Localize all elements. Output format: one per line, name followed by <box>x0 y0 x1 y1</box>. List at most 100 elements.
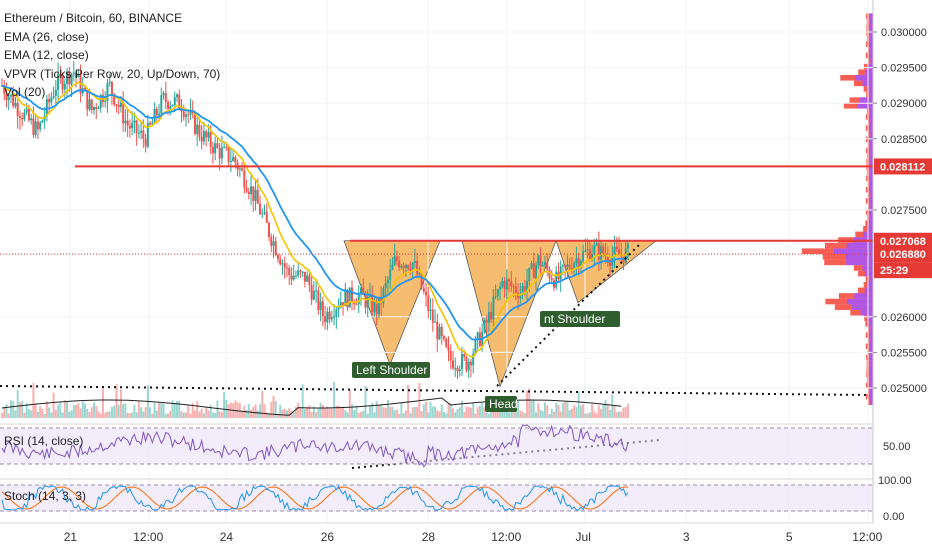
candle-body <box>288 267 291 275</box>
x-tick-label-8: 5 <box>786 530 793 544</box>
candle-body <box>539 255 542 267</box>
volume-bar <box>45 401 48 418</box>
candle-body <box>140 130 143 133</box>
volume-bar <box>330 408 333 418</box>
volume-bar <box>7 413 10 418</box>
volume-bar <box>182 412 185 418</box>
volume-bar <box>48 407 51 418</box>
volume-bar <box>167 413 170 418</box>
vpvr-row-up <box>869 186 873 193</box>
rsi-label[interactable]: RSI (14, close) <box>4 434 84 448</box>
candle-body <box>351 287 354 303</box>
vpvr-row-up <box>845 253 873 260</box>
candle-body <box>407 265 410 269</box>
volume-bar <box>270 401 273 418</box>
vpvr-row-up <box>869 276 873 282</box>
volume-bar <box>301 384 304 418</box>
vpvr-row-up <box>870 192 873 199</box>
vpvr-row-up <box>869 136 873 143</box>
x-tick-label-1: 12:00 <box>133 530 163 544</box>
volume-bar <box>528 388 531 418</box>
chart-title[interactable]: Ethereum / Bitcoin, 60, BINANCE <box>4 11 183 25</box>
candle-body <box>153 108 156 123</box>
vpvr-row-up <box>869 108 873 115</box>
candle-body <box>70 73 73 85</box>
volume-bar <box>18 402 21 418</box>
candle-body <box>232 157 235 162</box>
candle-body <box>88 99 91 110</box>
candle-body <box>597 243 600 260</box>
volume-bar <box>559 411 562 418</box>
candle-body <box>434 321 437 323</box>
x-tick-label-7: 3 <box>683 530 690 544</box>
legend-vpvr[interactable]: VPVR (Ticks Per Row, 20, Up/Down, 70) <box>4 66 221 81</box>
vpvr-row-up <box>846 298 873 305</box>
candle-body <box>263 212 266 214</box>
vpvr-row-up <box>868 315 873 322</box>
candle-body <box>467 361 470 371</box>
volume-bar <box>126 412 129 418</box>
stoch-label[interactable]: Stoch (14, 3, 3) <box>4 489 87 503</box>
candle-body <box>223 146 226 148</box>
volume-bar <box>223 392 226 418</box>
legend-ema-12[interactable]: EMA (12, close) <box>4 48 89 62</box>
volume-bar <box>99 413 102 418</box>
candle-body <box>261 213 264 215</box>
candle-body <box>59 74 62 77</box>
volume-bar <box>268 413 271 418</box>
volume-bar <box>368 405 371 418</box>
candle-body <box>373 301 376 312</box>
candle-body <box>543 262 546 266</box>
candle-body <box>344 290 347 307</box>
volume-bar <box>5 404 8 418</box>
candle-body <box>510 281 513 287</box>
volume-bar <box>627 404 629 418</box>
candle-body <box>447 346 450 352</box>
volume-bar <box>339 407 342 418</box>
vpvr-row-up <box>869 24 873 31</box>
volume-bar <box>353 410 356 418</box>
candle-body <box>627 244 629 249</box>
volume-bar <box>187 405 190 418</box>
candle-body <box>167 101 170 109</box>
volume-bar <box>391 407 394 418</box>
candle-body <box>339 302 342 308</box>
volume-bar <box>54 409 57 418</box>
volume-bar <box>398 413 401 418</box>
legend-vol[interactable]: Vol (20) <box>4 85 46 99</box>
vpvr-row-up <box>869 52 873 59</box>
vpvr-row-up <box>869 214 873 221</box>
candle-body <box>326 311 329 323</box>
candle-body <box>27 108 30 121</box>
volume-bar <box>624 407 627 418</box>
candle-body <box>178 94 181 109</box>
volume-bar <box>88 412 91 418</box>
volume-bar <box>238 403 241 418</box>
candle-body <box>528 267 531 282</box>
candle-body <box>456 368 459 372</box>
volume-bar <box>142 411 145 418</box>
volume-bar <box>355 405 358 418</box>
candle-body <box>187 114 190 116</box>
price-tag-resistance: 0.028112 <box>880 161 925 173</box>
volume-bar <box>218 411 221 418</box>
candle-body <box>550 278 553 281</box>
candle-body <box>445 338 448 347</box>
volume-bar <box>149 407 152 418</box>
candle-body <box>492 297 495 320</box>
candle-body <box>366 296 369 308</box>
volume-bar <box>9 400 12 418</box>
candle-body <box>615 246 618 250</box>
legend-ema-26[interactable]: EMA (26, close) <box>4 29 89 44</box>
volume-bar <box>164 413 167 418</box>
volume-bar <box>548 413 551 418</box>
volume-bar <box>308 405 311 418</box>
volume-bar <box>290 410 293 418</box>
vpvr-row-up <box>868 220 873 227</box>
volume-bar <box>447 403 450 418</box>
candle-body <box>380 296 383 304</box>
candle-body <box>299 270 302 272</box>
volume-bar <box>568 410 571 418</box>
candle-body <box>108 81 111 84</box>
